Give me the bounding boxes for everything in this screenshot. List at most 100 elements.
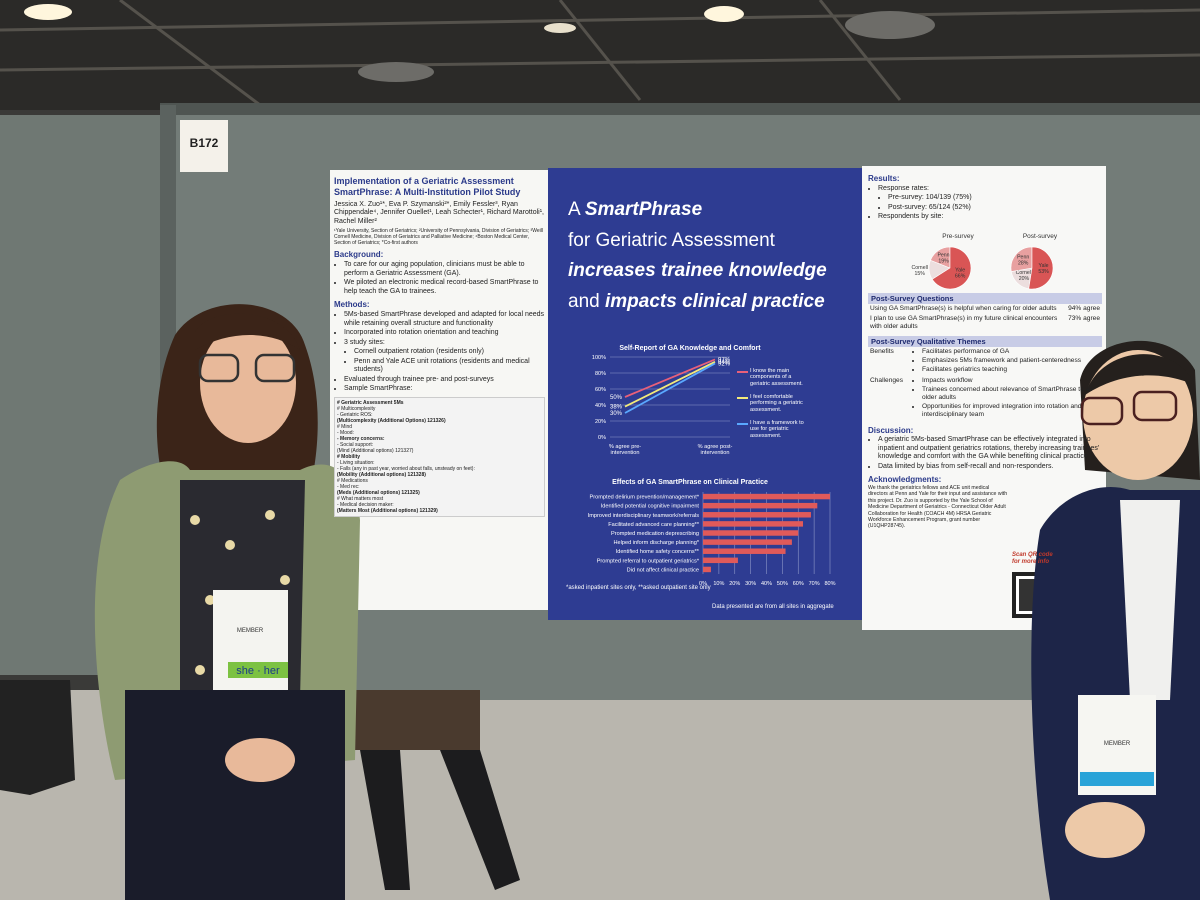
y-tick-label: Prompted medication deprescribing [611, 531, 699, 537]
x-tick-label: % agree pre-intervention [608, 444, 642, 457]
bar [703, 512, 811, 518]
answer: 73% agree [1068, 315, 1100, 323]
bullet: Emphasizes 5Ms framework and patient-cen… [922, 357, 1100, 365]
pie-slice [931, 246, 972, 290]
bullet: Facilitates geriatrics teaching [922, 366, 1100, 374]
bullet: Post-survey: 65/124 (52%) [888, 204, 1102, 213]
x-tick-label: 40% [761, 581, 772, 587]
headline-line: and impacts clinical practice [568, 287, 858, 318]
poster-left-text: Implementation of a Geriatric Assessment… [334, 176, 545, 606]
data-label: 30% [610, 411, 623, 417]
sample-line: # Mind [337, 423, 353, 430]
badge-member: MEMBER [1104, 741, 1131, 747]
y-tick-label: Did not affect clinical practice [627, 567, 699, 573]
bullet: Penn and Yale ACE unit rotations (reside… [354, 358, 545, 375]
bullet: Impacts workflow [922, 377, 1100, 385]
bar [703, 539, 792, 545]
chart-title: Self-Report of GA Knowledge and Comfort [619, 345, 761, 352]
headline: A SmartPhrase for Geriatric Assessment i… [568, 195, 858, 317]
person-background [0, 680, 75, 795]
x-tick-label: 70% [809, 581, 820, 587]
ceiling-vent [845, 11, 935, 39]
glasses [1132, 390, 1178, 422]
x-tick-label: 60% [793, 581, 804, 587]
bullet: Incorporated into rotation orientation a… [344, 329, 545, 338]
bullet: Opportunities for improved integration i… [922, 403, 1100, 419]
bullet: Sample SmartPhrase: [344, 385, 545, 394]
slice-value: 19% [938, 258, 949, 264]
poster-right-text: Results: Response rates: Pre-survey: 104… [868, 174, 1102, 626]
y-tick-label: 100% [592, 355, 606, 361]
chart-title: Pre-survey [942, 233, 974, 240]
bullet-list: Facilitates performance of GAEmphasizes … [912, 348, 1100, 374]
slice-label: Yale [955, 268, 965, 274]
authors: Jessica X. Zuo¹*, Eva P. Szymanski²*, Em… [334, 200, 544, 225]
section-heading: Methods: [334, 300, 370, 310]
ceiling-light [704, 6, 744, 22]
skirt [350, 690, 480, 750]
slice-label: Penn [1017, 255, 1029, 261]
sample-line: - Social support: [337, 441, 374, 448]
bullet: We piloted an electronic medical record-… [344, 279, 545, 296]
x-tick-label: % agree post-intervention [697, 444, 733, 457]
headline-emphasis: impacts [604, 290, 677, 312]
face [200, 323, 296, 443]
bar [703, 530, 799, 536]
bar [703, 557, 738, 564]
sample-line: - Geriatric ROS: [337, 411, 373, 418]
sample-line: (Mobility (Additional options) 121328) [337, 471, 426, 478]
y-tick-label: Helped inform discharge planning* [613, 540, 699, 546]
sample-line: # Geriatric Assessment 5Ms [337, 399, 404, 406]
ceiling [0, 0, 1200, 110]
legs [360, 750, 520, 890]
bullet: 3 study sites: [344, 339, 545, 348]
pronoun-text: she · her [236, 665, 280, 677]
legend-label: I have a framework to use for geriatric … [750, 420, 804, 439]
legend-label: I feel comfortable performing a geriatri… [750, 394, 803, 413]
data-label: 38% [610, 405, 623, 411]
y-tick-label: Facilitated advanced care planning** [608, 522, 700, 528]
acknowledgments: We thank the geriatrics fellows and ACE … [868, 485, 1008, 530]
sample-line: # Mobility [337, 453, 361, 460]
slice-label: Cornell [911, 265, 927, 271]
data-source: Data presented are from all sites in agg… [712, 604, 834, 610]
headline-emphasis: SmartPhrase [584, 199, 703, 220]
ceiling-light [544, 23, 576, 33]
sample-line: - Mood: [337, 429, 354, 436]
sample-line: # Multicomplexity [337, 405, 376, 412]
sample-smartphrase: # Geriatric Assessment 5Ms # Multicomplex… [334, 396, 545, 517]
bar [703, 493, 830, 500]
y-tick-label: Identified potential cognitive impairmen… [601, 504, 700, 510]
data-label: 97% [718, 357, 731, 363]
y-tick-label: 60% [595, 387, 606, 393]
glasses [254, 353, 296, 383]
theme-label: Benefits [870, 348, 894, 356]
bullet-list: Evaluated through trainee pre- and post-… [334, 376, 545, 394]
booth-sign [180, 120, 228, 172]
ceiling-trusses [0, 0, 1200, 107]
question: Using GA SmartPhrase(s) is helpful when … [870, 305, 1057, 313]
series-line [624, 358, 716, 398]
chart-title: Effects of GA SmartPhrase on Clinical Pr… [612, 479, 768, 486]
qr-code [1019, 579, 1037, 611]
headline-line: A SmartPhrase [568, 195, 858, 226]
series-line [624, 362, 716, 414]
legend-label: I know the main components of a geriatri… [750, 368, 803, 387]
sample-line: (Mind (Additional options) 121327) [337, 447, 414, 454]
footnote: *asked inpatient sites only, **asked out… [566, 585, 711, 591]
x-tick-label: 80% [824, 581, 835, 587]
section-heading: Acknowledgments: [868, 475, 942, 485]
ceiling-light [24, 4, 72, 20]
bullet: Response rates: [878, 185, 1102, 194]
slice-label: Penn [937, 252, 949, 258]
slice-value: 53% [1038, 269, 1049, 275]
x-tick-label: 30% [745, 581, 756, 587]
chart-title: Post-survey [1023, 233, 1058, 240]
sample-line: (Matters Most (Additional options) 12132… [337, 507, 438, 514]
sample-line: # Medications [337, 477, 368, 484]
shirt [1120, 500, 1180, 700]
sample-line: - Med rec: [337, 483, 360, 490]
bullet: Trainees concerned about relevance of Sm… [922, 386, 1100, 402]
